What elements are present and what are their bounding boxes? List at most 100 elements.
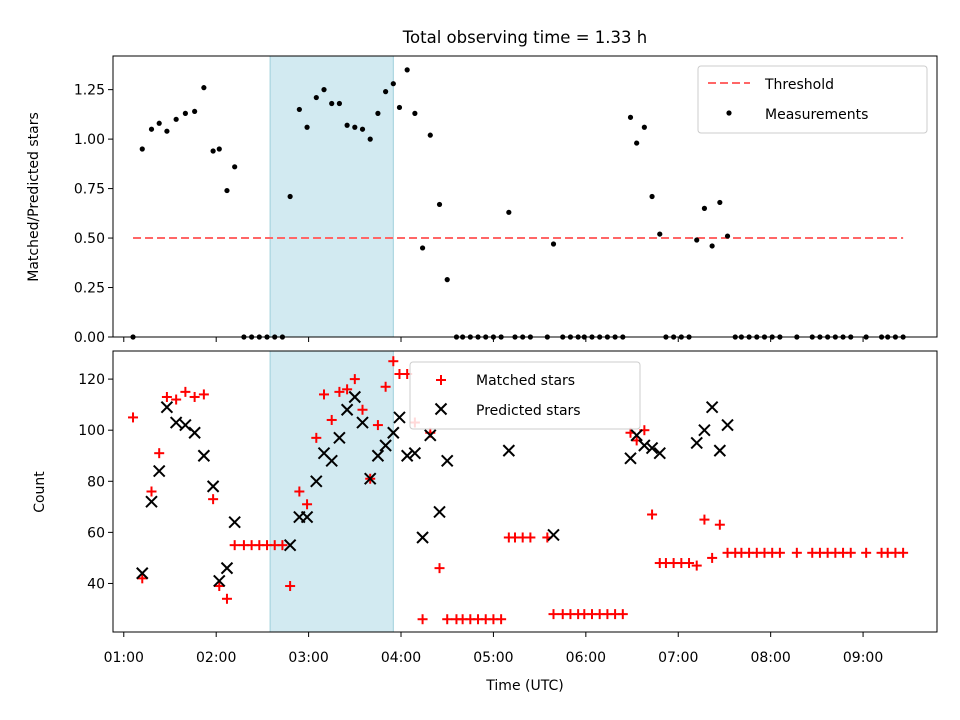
predicted-star-point	[356, 416, 369, 429]
predicted-star-point	[300, 510, 314, 524]
bottom-y-axis-label: Count	[32, 471, 48, 513]
measurement-point	[173, 116, 179, 122]
top-ytick-label: 0.50	[74, 231, 105, 247]
measurement-point	[375, 110, 381, 116]
measurement-point	[359, 126, 366, 132]
matched-star-point	[189, 391, 200, 402]
predicted-star-point	[653, 446, 666, 460]
matched-star-point	[154, 448, 165, 459]
bottom-ytick-label: 120	[78, 372, 105, 388]
measurement-point	[139, 146, 145, 152]
bottom-ytick-label: 80	[87, 474, 105, 490]
matched-star-point	[137, 573, 148, 584]
legend-measurements-label: Measurements	[765, 107, 868, 123]
measurement-point	[201, 85, 207, 91]
matched-star-point	[180, 386, 191, 397]
matched-star-point	[171, 394, 182, 405]
matched-star-point	[845, 547, 856, 558]
matched-star-point	[229, 540, 240, 551]
predicted-star-point	[624, 452, 637, 465]
matched-star-point	[434, 563, 445, 574]
legend-measurements-swatch	[726, 110, 732, 116]
predicted-star-point	[160, 400, 174, 414]
predicted-star-point	[408, 446, 422, 460]
matched-star-point	[684, 558, 695, 569]
legend-threshold-label: Threshold	[764, 77, 834, 93]
bottom-panel: 40 60 80 100 120 01:00 02:00 03:00 04:00 05:00 06…	[32, 350, 938, 694]
measurement-point	[396, 104, 403, 111]
bottom-ytick-label: 40	[87, 576, 105, 592]
predicted-star-point	[630, 429, 643, 442]
matched-star-point	[326, 414, 337, 425]
legend-predicted-label: Predicted stars	[476, 403, 581, 419]
top-axes-frame	[112, 55, 938, 338]
measurement-point	[313, 94, 319, 101]
predicted-star-point	[371, 449, 385, 462]
measurement-point	[224, 187, 230, 194]
matched-star-point	[294, 486, 305, 497]
measurement-point	[321, 87, 327, 93]
predicted-star-point	[220, 561, 234, 575]
measurement-point	[657, 231, 663, 237]
measurement-point	[216, 146, 222, 152]
matched-star-point	[380, 381, 391, 392]
top-ytick-label: 0.25	[74, 281, 105, 297]
measurement-point	[444, 277, 450, 283]
predicted-star-point	[197, 449, 211, 462]
predicted-star-point	[416, 531, 429, 544]
predicted-star-point	[340, 403, 354, 416]
bottom-xtick-label: 04:00	[381, 650, 421, 666]
measurement-point	[232, 164, 238, 170]
bottom-legend-box	[409, 361, 641, 430]
matched-star-point	[548, 609, 559, 620]
matched-star-point	[208, 494, 219, 505]
predicted-star-point	[713, 444, 727, 457]
measurement-point	[383, 89, 389, 95]
measurement-point	[627, 114, 634, 120]
measurement-point	[427, 132, 433, 138]
measurement-point	[148, 126, 155, 132]
measurement-point	[649, 193, 655, 200]
measurement-point	[329, 100, 335, 107]
predicted-star-point	[325, 454, 338, 468]
matched-star-point	[319, 389, 330, 400]
bottom-axes-frame	[112, 350, 938, 633]
measurement-point	[709, 243, 715, 249]
matched-star-point	[417, 614, 428, 625]
predicted-star-point	[364, 472, 377, 485]
measurement-point	[367, 136, 373, 142]
matched-star-point	[496, 614, 507, 625]
predicted-star-point	[638, 439, 651, 452]
matched-star-point	[791, 547, 802, 558]
matched-star-point	[617, 609, 628, 620]
measurement-point	[287, 193, 293, 200]
predicted-star-point	[152, 464, 166, 478]
matched-star-point	[285, 581, 296, 592]
measurement-point	[156, 120, 162, 126]
matched-star-point	[774, 547, 785, 558]
matched-star-point	[861, 547, 872, 558]
predicted-star-point	[188, 426, 201, 439]
bottom-xtick-label: 09:00	[843, 650, 883, 666]
measurement-point	[506, 209, 512, 215]
predicted-star-point	[441, 454, 454, 468]
measurement-point	[419, 245, 426, 251]
matched-star-point	[198, 389, 209, 400]
measurement-point	[352, 124, 358, 130]
legend-predicted-swatch	[434, 402, 448, 416]
matched-star-point	[357, 404, 368, 415]
matched-star-point	[302, 499, 313, 510]
measurement-point	[634, 140, 640, 146]
measurement-point	[182, 110, 188, 116]
matched-star-point	[146, 486, 157, 497]
predicted-star-point	[145, 495, 158, 508]
matched-star-point	[372, 420, 383, 431]
predicted-star-point	[721, 418, 734, 432]
predicted-star-point	[433, 505, 446, 519]
predicted-star-point	[387, 426, 400, 439]
measurement-point	[724, 233, 731, 239]
top-y-axis-label: Matched/Predicted stars	[26, 112, 42, 282]
matched-star-point	[525, 532, 536, 543]
bottom-xtick-label: 02:00	[196, 650, 236, 666]
